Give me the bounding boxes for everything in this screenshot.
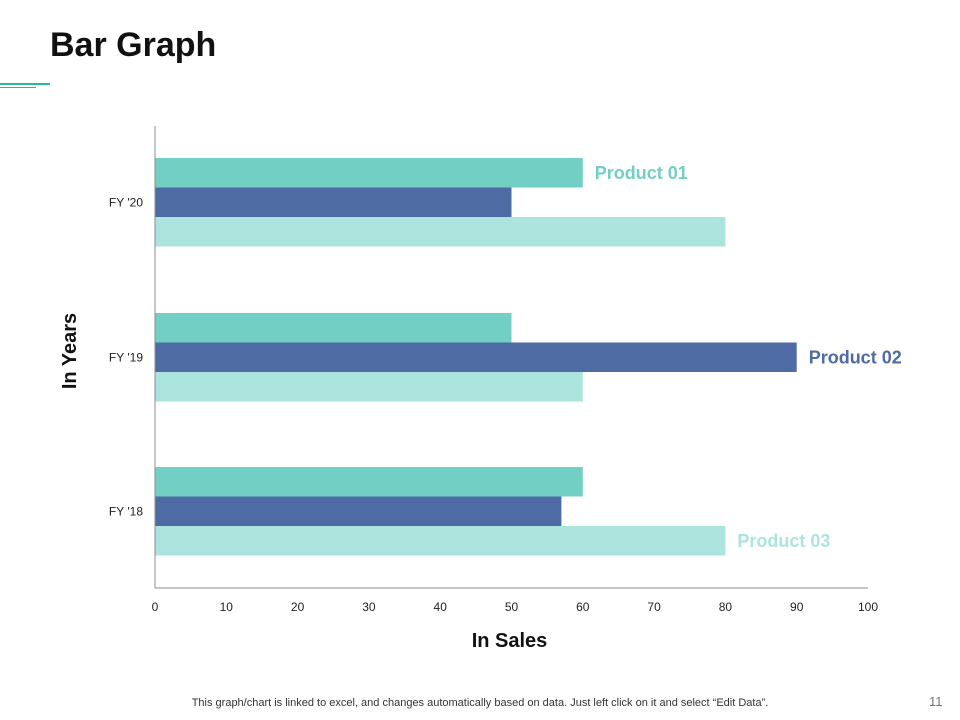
x-tick-label: 30 bbox=[362, 600, 376, 614]
x-tick-label: 20 bbox=[291, 600, 305, 614]
bar-3-3[interactable] bbox=[155, 526, 726, 556]
category-label: FY '19 bbox=[109, 350, 143, 364]
x-tick-label: 90 bbox=[790, 600, 804, 614]
bar-3-1[interactable] bbox=[155, 217, 726, 247]
x-tick-label: 10 bbox=[220, 600, 234, 614]
bar-2-2[interactable] bbox=[155, 342, 797, 373]
category-label: FY '18 bbox=[109, 504, 143, 518]
x-axis-title: In Sales bbox=[472, 630, 548, 652]
x-tick-label: 100 bbox=[858, 600, 878, 614]
category-label: FY '20 bbox=[109, 195, 143, 209]
x-tick-label: 80 bbox=[719, 600, 733, 614]
title-accent-line-secondary bbox=[0, 87, 36, 88]
x-tick-label: 0 bbox=[152, 600, 159, 614]
series-labels: Product 01 Product 02 Product 03 bbox=[595, 163, 902, 551]
bar-2-1[interactable] bbox=[155, 187, 512, 218]
series-label-2: Product 02 bbox=[809, 347, 902, 367]
bar-2-3[interactable] bbox=[155, 496, 562, 527]
page-title: Bar Graph bbox=[50, 26, 217, 64]
y-axis-title: In Years bbox=[59, 313, 81, 389]
bar-chart[interactable]: 0 10 20 30 40 50 60 70 80 90 100 FY '20 FY '19 FY '1… bbox=[0, 0, 960, 680]
series-label-3: Product 03 bbox=[737, 531, 830, 551]
category-labels: FY '20 FY '19 FY '18 bbox=[109, 195, 143, 518]
x-tick-label: 70 bbox=[647, 600, 661, 614]
x-tick-label: 60 bbox=[576, 600, 590, 614]
x-tick-labels: 0 10 20 30 40 50 60 70 80 90 100 bbox=[152, 600, 879, 614]
title-accent-line bbox=[0, 83, 50, 85]
bar-1-2[interactable] bbox=[155, 313, 512, 343]
x-tick-label: 40 bbox=[434, 600, 448, 614]
bar-1-3[interactable] bbox=[155, 467, 583, 497]
x-tick-label: 50 bbox=[505, 600, 519, 614]
bars-group bbox=[155, 158, 797, 556]
bar-1-1[interactable] bbox=[155, 158, 583, 188]
bar-3-2[interactable] bbox=[155, 372, 583, 402]
series-label-1: Product 01 bbox=[595, 163, 688, 183]
page-number: 11 bbox=[929, 694, 943, 709]
footer-note: This graph/chart is linked to excel, and… bbox=[191, 697, 769, 709]
